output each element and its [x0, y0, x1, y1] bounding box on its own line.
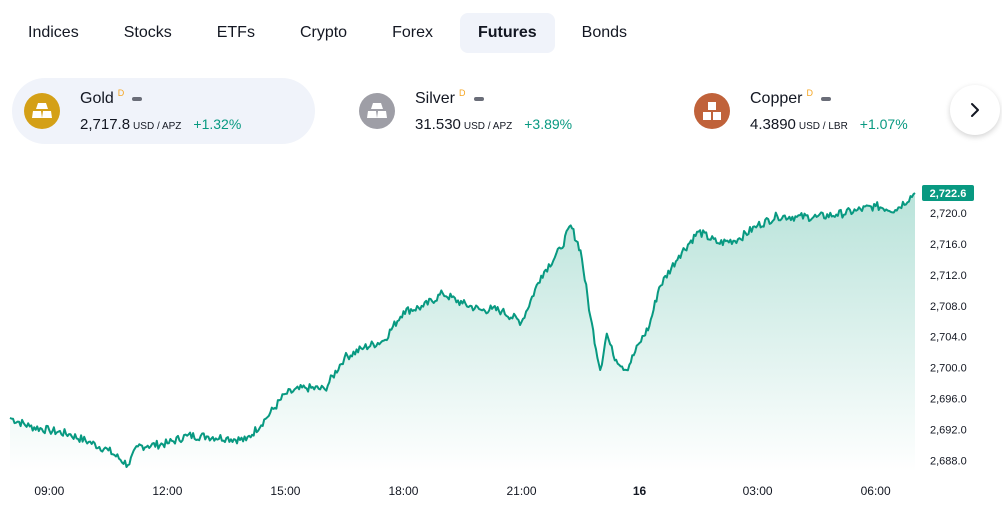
market-closed-icon: [132, 97, 143, 101]
instrument-price: 4.3890: [750, 116, 796, 133]
instrument-card-copper[interactable]: Copper D 4.3890 USD / LBR +1.07%: [682, 78, 942, 144]
instrument-header: Gold D: [80, 88, 241, 109]
last-price-label: 2,722.6: [922, 184, 974, 201]
tab-crypto[interactable]: Crypto: [299, 24, 348, 41]
copper-blocks-icon: [694, 93, 730, 129]
y-tick-label: 2,712.0: [930, 270, 967, 282]
last-price-badge: [922, 184, 974, 201]
x-tick-label: 09:00: [34, 484, 64, 498]
market-tabs: Indices Stocks ETFs Crypto Forex Futures…: [10, 13, 654, 53]
instrument-info: Silver D 31.530 USD / APZ +3.89%: [415, 88, 572, 133]
gold-bars-icon: [24, 93, 60, 129]
tab-indices[interactable]: Indices: [28, 24, 79, 41]
instrument-card-gold[interactable]: Gold D 2,717.8 USD / APZ +1.32%: [12, 78, 315, 144]
y-tick-label: 2,692.0: [930, 424, 967, 436]
next-instruments-button[interactable]: [950, 85, 1000, 135]
y-tick-label: 2,696.0: [930, 394, 967, 406]
x-tick-label: 03:00: [743, 484, 773, 498]
y-tick-label: 2,708.0: [930, 301, 967, 313]
y-tick-label: 2,700.0: [930, 363, 967, 375]
instrument-info: Gold D 2,717.8 USD / APZ +1.32%: [80, 88, 241, 133]
y-tick-label: 2,720.0: [930, 208, 967, 220]
delayed-flag: D: [117, 88, 125, 98]
y-axis: 2,688.0 2,692.0 2,696.0 2,700.0 2,704.0 2,708…: [930, 208, 967, 467]
instrument-info: Copper D 4.3890 USD / LBR +1.07%: [750, 88, 908, 133]
instrument-quote: 4.3890 USD / LBR +1.07%: [750, 116, 908, 133]
x-axis: 09:00 12:00 15:00 18:00 21:00 16 03:00 06:00: [34, 484, 891, 498]
tab-forex[interactable]: Forex: [392, 24, 433, 41]
tab-etfs[interactable]: ETFs: [216, 24, 255, 41]
instrument-change: +1.32%: [193, 116, 242, 132]
delayed-flag: D: [806, 88, 813, 98]
instrument-header: Copper D: [750, 88, 908, 109]
y-tick-label: 2,688.0: [930, 455, 967, 467]
instrument-price: 2,717.8: [80, 116, 131, 133]
instrument-change: +1.07%: [859, 116, 908, 132]
y-tick-label: 2,704.0: [930, 332, 967, 344]
price-area: [10, 193, 915, 472]
instrument-unit: USD / LBR: [798, 121, 848, 132]
x-tick-label: 21:00: [507, 484, 537, 498]
last-price-text: 2,722.6: [930, 188, 967, 200]
x-tick-label: 06:00: [861, 484, 891, 498]
tab-bonds[interactable]: Bonds: [581, 24, 628, 41]
tab-futures[interactable]: Futures: [459, 13, 555, 53]
x-tick-label: 16: [633, 484, 647, 498]
instrument-name: Silver: [415, 90, 456, 107]
delayed-flag: D: [459, 88, 466, 98]
instrument-name: Copper: [750, 90, 803, 107]
x-tick-label: 12:00: [152, 484, 182, 498]
market-closed-icon: [820, 97, 831, 101]
instrument-card-silver[interactable]: Silver D 31.530 USD / APZ +3.89%: [347, 78, 627, 144]
instrument-quote: 31.530 USD / APZ +3.89%: [415, 116, 572, 133]
instrument-change: +3.89%: [524, 116, 573, 132]
price-line: [9, 192, 916, 468]
x-tick-label: 15:00: [270, 484, 300, 498]
instrument-quote: 2,717.8 USD / APZ +1.32%: [80, 116, 241, 133]
instrument-header: Silver D: [415, 88, 572, 109]
instrument-unit: USD / APZ: [463, 121, 513, 132]
instrument-name: Gold: [80, 90, 114, 107]
instrument-unit: USD / APZ: [133, 121, 182, 132]
y-tick-label: 2,716.0: [930, 239, 967, 251]
market-closed-icon: [473, 97, 484, 101]
instrument-price: 31.530: [415, 116, 461, 133]
x-tick-label: 18:00: [388, 484, 418, 498]
chevron-right-icon: [971, 103, 979, 117]
tab-stocks[interactable]: Stocks: [123, 24, 172, 41]
silver-bars-icon: [359, 93, 395, 129]
